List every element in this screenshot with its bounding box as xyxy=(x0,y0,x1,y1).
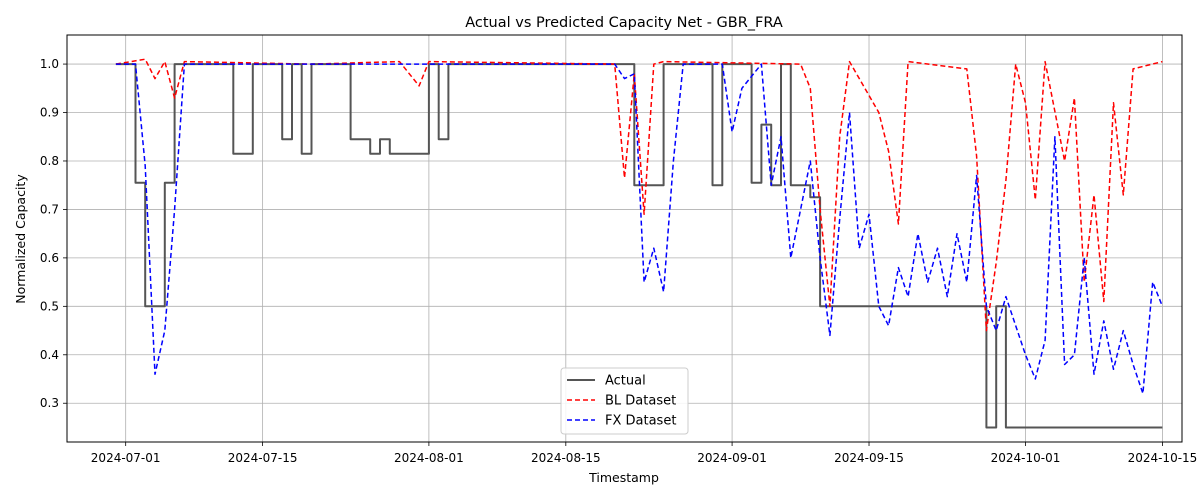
y-tick-label: 0.8 xyxy=(40,154,59,168)
series-layer xyxy=(115,58,1164,429)
x-tick-label: 2024-09-15 xyxy=(834,451,904,465)
legend: Actual BL Dataset FX Dataset xyxy=(560,367,689,435)
y-tick-label: 0.7 xyxy=(40,202,59,216)
y-axis-title: Normalized Capacity xyxy=(13,174,28,304)
x-tick-label: 2024-08-15 xyxy=(531,451,601,465)
x-tick-label: 2024-09-01 xyxy=(697,451,767,465)
series-line-fx-dataset xyxy=(115,63,1164,395)
legend-box xyxy=(560,367,689,435)
x-tick-label: 2024-10-01 xyxy=(991,451,1061,465)
y-tick-label: 1.0 xyxy=(40,57,59,71)
plot-frame xyxy=(66,34,1183,443)
y-tick-label: 0.4 xyxy=(40,348,59,362)
legend-label-bl-dataset: BL Dataset xyxy=(605,394,676,409)
series-line-bl-dataset xyxy=(115,58,1163,332)
y-tick-label: 0.6 xyxy=(40,251,59,265)
y-tick-label: 0.5 xyxy=(40,299,59,313)
x-tick-label: 2024-07-15 xyxy=(228,451,298,465)
y-tick-label: 0.9 xyxy=(40,106,59,120)
legend-label-fx-dataset: FX Dataset xyxy=(605,414,676,429)
series-line-actual xyxy=(115,63,1163,429)
x-axis-title: Timestamp xyxy=(588,470,659,485)
chart-title: Actual vs Predicted Capacity Net - GBR_F… xyxy=(465,15,783,31)
x-tick-label: 2024-10-15 xyxy=(1128,451,1198,465)
x-axis-ticks: 2024-07-01 2024-07-15 2024-08-01 2024-08-15… xyxy=(91,442,1198,465)
y-axis-ticks: 0.3 0.4 0.5 0.6 0.7 0.8 0.9 1.0 xyxy=(40,57,67,410)
x-tick-label: 2024-08-01 xyxy=(394,451,464,465)
legend-label-actual: Actual xyxy=(605,374,646,389)
x-tick-label: 2024-07-01 xyxy=(91,451,161,465)
y-tick-label: 0.3 xyxy=(40,396,59,410)
